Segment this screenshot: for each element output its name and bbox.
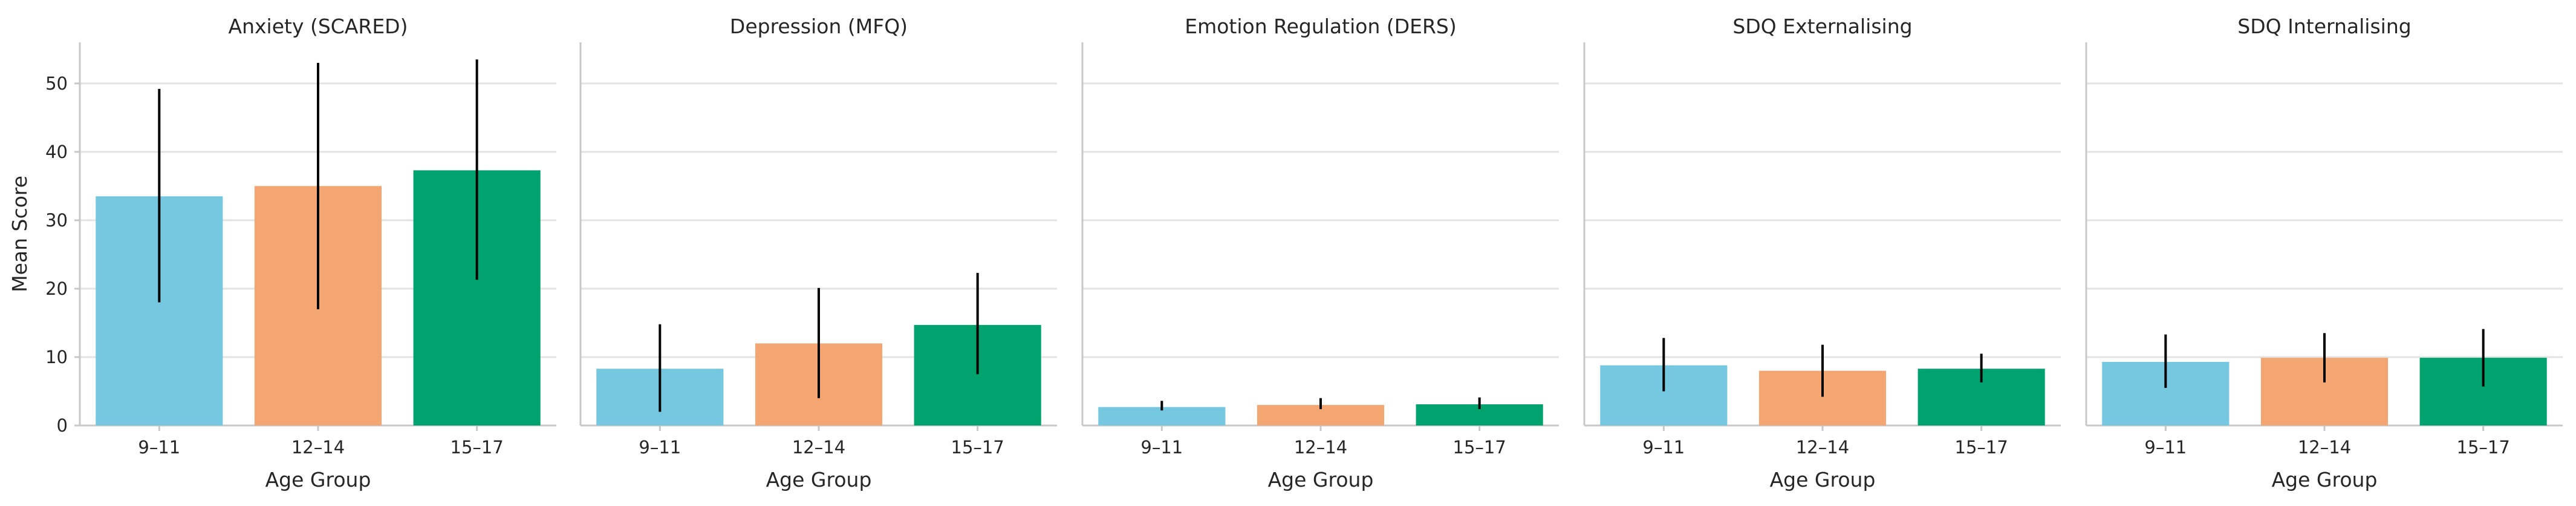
x-tick-label: 9–11 <box>639 437 681 458</box>
y-tick-label: 30 <box>45 210 68 231</box>
x-tick-label: 12–14 <box>792 437 845 458</box>
x-tick-label: 12–14 <box>1294 437 1347 458</box>
x-axis-label: Age Group <box>1770 468 1876 491</box>
panel-title: Anxiety (SCARED) <box>229 15 408 38</box>
x-tick-label: 15–17 <box>1453 437 1506 458</box>
x-axis-label: Age Group <box>1268 468 1374 491</box>
panel-title: SDQ Externalising <box>1732 15 1912 38</box>
x-axis-label: Age Group <box>265 468 371 491</box>
x-tick-label: 12–14 <box>1796 437 1849 458</box>
y-tick-label: 50 <box>45 73 68 94</box>
x-tick-label: 15–17 <box>1955 437 2008 458</box>
x-tick-label: 15–17 <box>2457 437 2510 458</box>
x-tick-label: 12–14 <box>2298 437 2351 458</box>
panel-title: Depression (MFQ) <box>730 15 908 38</box>
x-axis-label: Age Group <box>2272 468 2378 491</box>
x-tick-label: 9–11 <box>1140 437 1183 458</box>
x-tick-label: 9–11 <box>2144 437 2187 458</box>
panel-title: Emotion Regulation (DERS) <box>1185 15 1456 38</box>
x-tick-label: 15–17 <box>951 437 1004 458</box>
y-tick-label: 10 <box>45 347 68 367</box>
x-tick-label: 15–17 <box>450 437 504 458</box>
x-axis-label: Age Group <box>766 468 872 491</box>
y-tick-label: 40 <box>45 142 68 162</box>
x-tick-label: 9–11 <box>1642 437 1685 458</box>
y-tick-label: 0 <box>57 415 68 436</box>
panel-title: SDQ Internalising <box>2237 15 2411 38</box>
y-axis-label: Mean Score <box>8 176 31 292</box>
x-tick-label: 12–14 <box>291 437 345 458</box>
x-tick-label: 9–11 <box>138 437 180 458</box>
y-tick-label: 20 <box>45 278 68 299</box>
